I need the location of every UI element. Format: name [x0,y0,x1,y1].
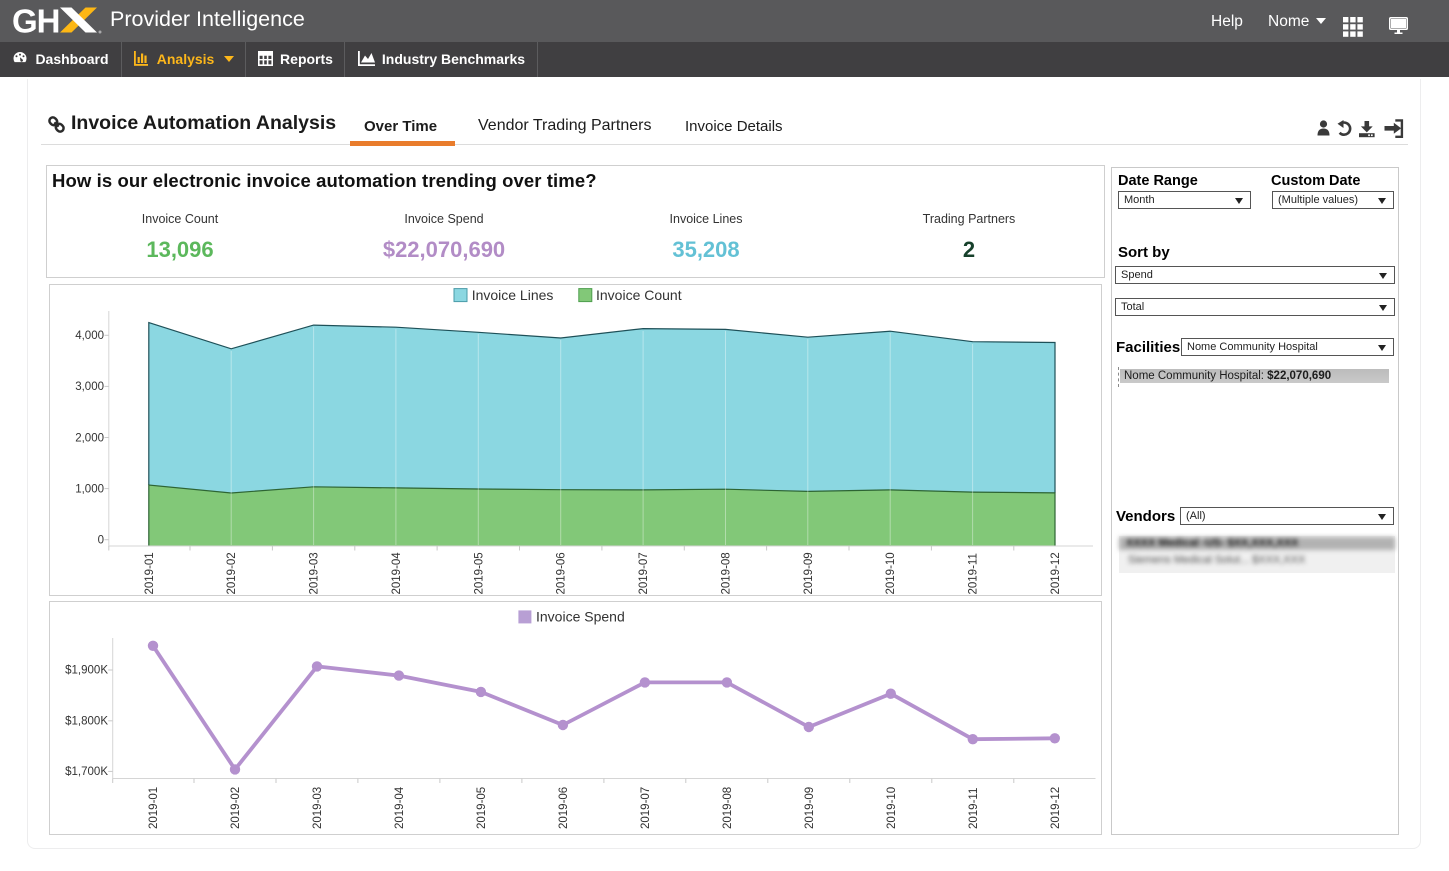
svg-text:2019-09: 2019-09 [804,787,816,829]
svg-text:$1,800K: $1,800K [65,716,108,728]
svg-text:4,000: 4,000 [75,330,104,342]
svg-text:Invoice Lines: Invoice Lines [472,287,554,303]
svg-text:2019-11: 2019-11 [968,553,980,594]
svg-text:2019-03: 2019-03 [312,787,324,829]
svg-text:Invoice Spend: Invoice Spend [536,609,625,625]
svg-text:2019-11: 2019-11 [968,788,980,829]
svg-text:2019-12: 2019-12 [1050,787,1062,829]
svg-text:2019-03: 2019-03 [309,552,321,594]
svg-text:2019-04: 2019-04 [391,552,403,595]
svg-text:2019-08: 2019-08 [722,787,734,829]
svg-text:2019-01: 2019-01 [144,552,156,594]
svg-text:2019-10: 2019-10 [885,552,897,594]
svg-text:2,000: 2,000 [75,432,104,444]
svg-text:$1,900K: $1,900K [65,665,108,677]
svg-text:2019-05: 2019-05 [473,552,485,594]
svg-text:Invoice Count: Invoice Count [596,287,682,303]
svg-text:2019-06: 2019-06 [556,552,568,594]
svg-text:2019-02: 2019-02 [226,552,238,594]
svg-text:GH: GH [12,6,60,36]
svg-text:2019-07: 2019-07 [640,787,652,829]
svg-text:2019-05: 2019-05 [476,787,488,829]
svg-text:$1,700K: $1,700K [65,766,108,778]
svg-text:0: 0 [98,535,104,547]
svg-text:2019-02: 2019-02 [230,787,242,829]
svg-text:2019-07: 2019-07 [638,552,650,594]
svg-text:2019-04: 2019-04 [394,786,406,829]
svg-text:2019-01: 2019-01 [148,787,160,829]
svg-text:1,000: 1,000 [75,483,104,495]
svg-text:2019-08: 2019-08 [721,552,733,594]
svg-text:2019-12: 2019-12 [1050,552,1062,594]
svg-text:2019-06: 2019-06 [558,787,570,829]
svg-text:2019-09: 2019-09 [803,552,815,594]
svg-text:2019-10: 2019-10 [886,787,898,829]
svg-text:3,000: 3,000 [75,381,104,393]
